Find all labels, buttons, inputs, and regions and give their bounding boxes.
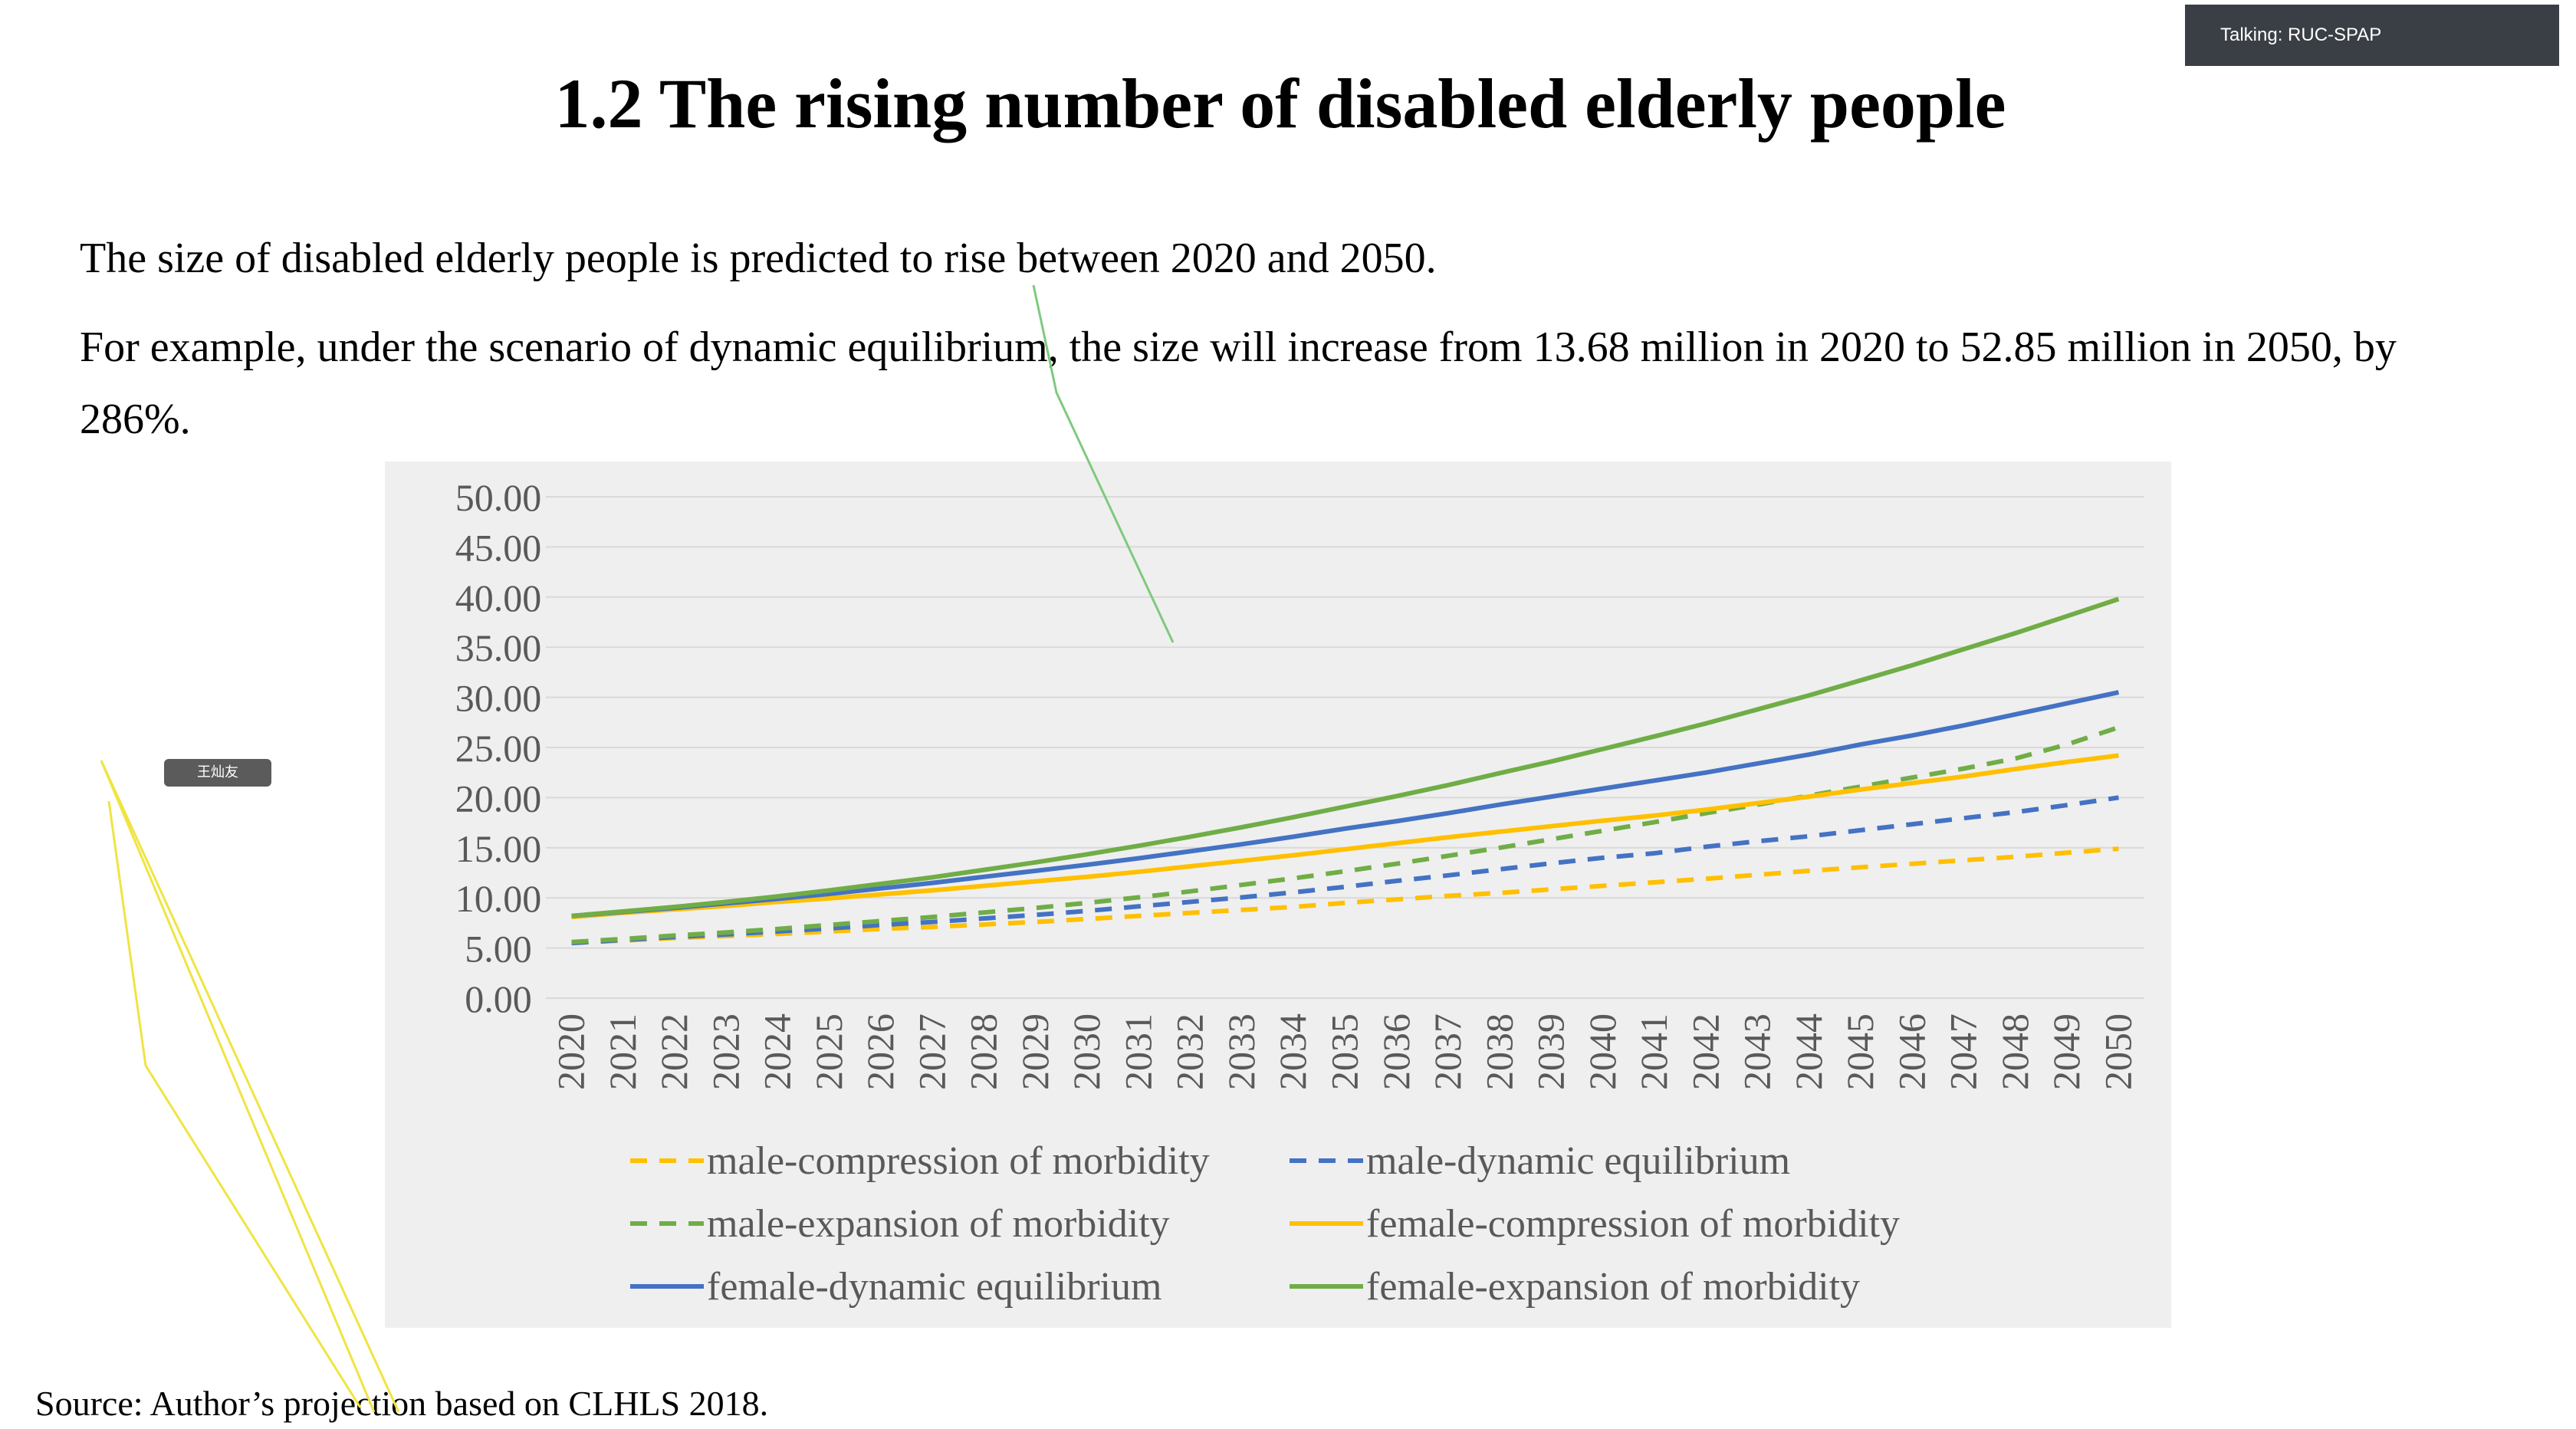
x-tick-label: 2037: [1426, 1013, 1469, 1090]
series-line-1: [571, 795, 2119, 946]
y-tick-label: 15.00: [455, 827, 542, 870]
x-tick-label: 2038: [1477, 1013, 1520, 1090]
source-note: Source: Author’s projection based on CLH…: [35, 1384, 769, 1423]
x-tick-label: 2032: [1168, 1013, 1211, 1090]
x-tick-label: 2048: [1993, 1013, 2036, 1090]
x-tick-label: 2030: [1065, 1013, 1108, 1090]
x-tick-label: 2027: [910, 1013, 953, 1090]
legend-label-3: female-compression of morbidity: [1366, 1202, 1900, 1246]
x-tick-label: 2050: [2096, 1013, 2139, 1090]
y-tick-label: 25.00: [455, 727, 542, 770]
x-tick-label: 2031: [1116, 1013, 1159, 1090]
legend-label-1: male-dynamic equilibrium: [1366, 1139, 1790, 1183]
y-tick-label: 50.00: [455, 476, 542, 519]
talking-indicator: Talking: RUC-SPAP: [2185, 5, 2559, 66]
x-tick-label: 2028: [962, 1013, 1005, 1090]
x-tick-label: 2022: [652, 1013, 695, 1090]
x-tick-label: 2045: [1838, 1013, 1881, 1090]
y-tick-label: 0.00: [465, 977, 532, 1020]
example-paragraph: For example, under the scenario of dynam…: [80, 324, 2397, 443]
x-tick-label: 2029: [1014, 1013, 1056, 1090]
y-tick-label: 10.00: [455, 877, 542, 920]
series-lines: [571, 596, 2120, 946]
x-tick-label: 2043: [1736, 1013, 1779, 1090]
yellow-pen-stroke-2: [100, 760, 400, 1413]
x-tick-label: 2024: [756, 1013, 799, 1090]
x-tick-label: 2025: [807, 1013, 850, 1090]
x-tick-label: 2049: [2045, 1013, 2088, 1090]
x-tick-label: 2035: [1323, 1013, 1366, 1090]
yellow-pen-stroke-3: [107, 800, 362, 1408]
intro-paragraph: The size of disabled elderly people is p…: [80, 235, 1437, 282]
legend-label-5: female-expansion of morbidity: [1366, 1265, 1860, 1309]
series-line-0: [571, 846, 2119, 946]
series-line-2: [571, 724, 2120, 944]
x-tick-label: 2026: [859, 1013, 902, 1090]
x-tick-label: 2046: [1890, 1013, 1933, 1090]
x-tick-label: 2023: [704, 1013, 747, 1090]
x-tick-label: 2021: [601, 1013, 644, 1090]
legend-label-0: male-compression of morbidity: [707, 1139, 1210, 1183]
y-tick-label: 20.00: [455, 777, 542, 820]
y-tick-label: 40.00: [455, 577, 542, 619]
x-tick-label: 2047: [1942, 1013, 1985, 1090]
legend: male-compression of morbidity male-dynami…: [630, 1139, 1900, 1309]
y-axis-ticks: 0.00 5.00 10.00 15.00 20.00 25.00 30.00 35.00 40…: [455, 476, 542, 1020]
legend-label-2: male-expansion of morbidity: [707, 1202, 1170, 1246]
x-tick-label: 2044: [1787, 1013, 1830, 1090]
x-tick-label: 2039: [1530, 1013, 1572, 1090]
chart-panel: 0.00 5.00 10.00 15.00 20.00 25.00 30.00 35.00 40…: [385, 462, 2171, 1328]
y-tick-label: 45.00: [455, 526, 542, 569]
gridlines: [546, 496, 2144, 999]
slide-title: 1.2 The rising number of disabled elderl…: [554, 64, 2006, 143]
y-tick-label: 5.00: [465, 928, 532, 971]
series-line-5: [571, 596, 2120, 918]
y-tick-label: 35.00: [455, 626, 542, 669]
line-chart: 0.00 5.00 10.00 15.00 20.00 25.00 30.00 35.00 40…: [455, 476, 2144, 1309]
series-line-4: [571, 690, 2120, 918]
x-tick-label: 2033: [1220, 1013, 1263, 1090]
x-tick-label: 2042: [1684, 1013, 1727, 1090]
participant-name-tag: 王灿友: [164, 759, 271, 787]
legend-label-4: female-dynamic equilibrium: [707, 1265, 1162, 1309]
series-line-3: [571, 753, 2119, 920]
x-tick-label: 2020: [550, 1013, 593, 1090]
y-tick-label: 30.00: [455, 677, 542, 720]
x-tick-label: 2040: [1581, 1013, 1624, 1090]
x-tick-label: 2034: [1271, 1013, 1314, 1090]
x-tick-label: 2036: [1375, 1013, 1418, 1090]
x-axis-ticks: 2020 2021 2022 2023 2024 2025 2026 2027 2028 2029…: [550, 1013, 2140, 1090]
yellow-pen-stroke-1: [100, 760, 376, 1413]
x-tick-label: 2041: [1632, 1013, 1675, 1090]
